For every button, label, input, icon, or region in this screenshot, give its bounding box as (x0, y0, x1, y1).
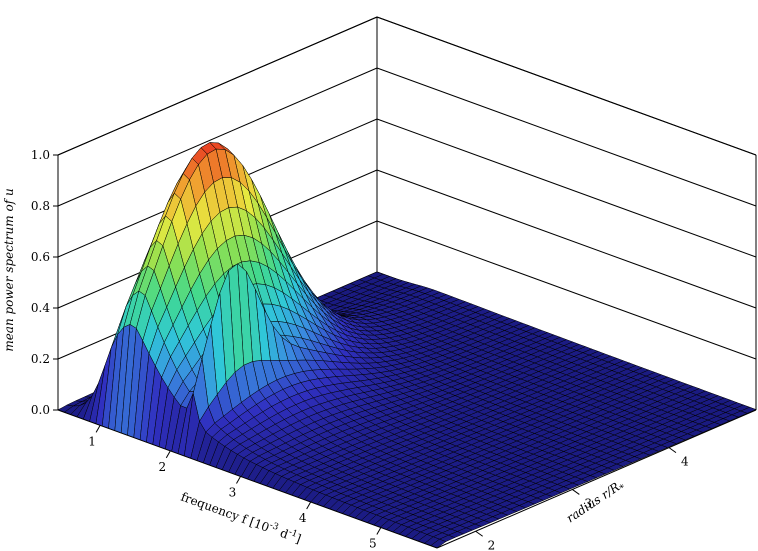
x-axis-ticks: 1 2 3 4 5 (88, 425, 382, 551)
x-tick-label: 5 (369, 537, 377, 551)
y-tick-label: 4 (681, 455, 689, 469)
x-tick (306, 501, 312, 510)
box-edge-front-x (57, 409, 438, 549)
z-axis-label: mean power spectrum of u (2, 188, 16, 351)
x-tick-label: 1 (88, 434, 96, 448)
y-tick-label: 2 (488, 538, 496, 551)
plot-box-front (57, 409, 757, 549)
x-axis-label: frequency f [10-3 d-1] (179, 489, 303, 546)
z-tick-label: 0.4 (31, 301, 50, 315)
z-tick-label: 0.8 (31, 199, 50, 213)
x-tick (95, 425, 101, 433)
surface-mesh (57, 141, 757, 549)
box-edge (57, 16, 378, 156)
y-tick-label: 3 (584, 496, 592, 510)
x-tick (165, 450, 171, 459)
x-tick-label: 4 (299, 511, 307, 525)
box-edge (376, 16, 757, 156)
x-tick-label: 3 (229, 485, 237, 499)
x-tick-label: 2 (158, 460, 166, 474)
back-wall-right (377, 17, 756, 410)
z-tick-label: 0.0 (31, 403, 50, 417)
y-tick (475, 530, 483, 537)
y-axis-ticks: 2 3 4 (475, 447, 689, 551)
z-gridline-right (376, 118, 757, 258)
z-axis-ticks: 0.0 0.2 0.4 0.6 0.8 1.0 (31, 148, 58, 417)
z-gridline-right (376, 220, 757, 360)
z-tick-label: 1.0 (31, 148, 50, 162)
z-tick-label: 0.2 (31, 352, 50, 366)
z-gridline-right (376, 169, 757, 309)
y-tick (668, 447, 677, 454)
z-tick-label: 0.6 (31, 250, 50, 264)
x-tick (236, 476, 241, 484)
box-edge-front-y (436, 409, 757, 549)
z-gridline-right (376, 67, 757, 207)
x-tick (376, 527, 382, 535)
y-tick (572, 489, 580, 495)
z-gridline-left (57, 67, 378, 207)
